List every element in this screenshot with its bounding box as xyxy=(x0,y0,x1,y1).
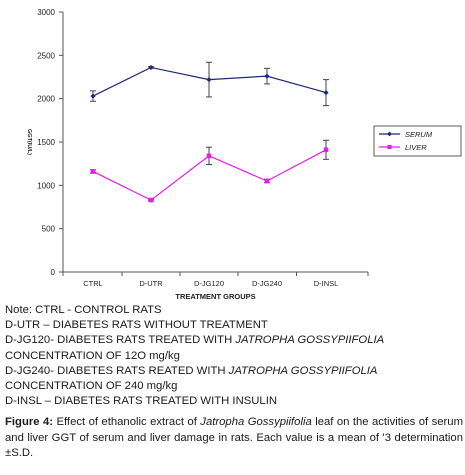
figure-label: Figure 4: xyxy=(5,416,54,429)
legend-label: LIVER xyxy=(405,143,427,152)
note-line: D-INSL – DIABETES RATS TREATED WITH INSU… xyxy=(5,395,278,408)
note-line-jg240: D-JG240- DIABETES RATS REATED WITH JATRO… xyxy=(5,364,463,379)
legend-box xyxy=(373,125,462,157)
data-point-liver xyxy=(264,178,270,184)
note-line-jg120: D-JG120- DIABETES RATS TREATED WITH JATR… xyxy=(5,333,463,348)
x-tick-label: CTRL xyxy=(83,279,103,288)
note-species: JATROPHA GOSSYPIIFOLIA xyxy=(235,334,385,347)
caption-text: Effect of ethanolic extract of xyxy=(53,416,201,429)
data-point-serum xyxy=(323,90,329,96)
line-chart: 0 500 1000 1500 2000 2500 3000 CTRL D-UTR D-JG120… xyxy=(26,8,462,300)
note-line: D-UTR – DIABETES RATS WITHOUT TREATMENT xyxy=(5,319,268,332)
y-tick-label: 1500 xyxy=(37,138,55,147)
note-text: D-JG120- DIABETES RATS TREATED WITH xyxy=(5,334,236,347)
note-species: JATROPHA GOSSYPIIFOLIA xyxy=(228,364,378,377)
y-tick-label: 2000 xyxy=(37,95,55,104)
legend-marker xyxy=(387,144,392,150)
note-line: Note: CTRL - CONTROL RATS xyxy=(5,304,162,316)
data-point-serum xyxy=(148,64,154,71)
figure: 0 500 1000 1500 2000 2500 3000 CTRL D-UTR D-JG120… xyxy=(26,8,462,300)
note-text: D-JG240- DIABETES RATS REATED WITH xyxy=(5,364,229,377)
y-tick-label: 1000 xyxy=(37,181,55,190)
y-tick-label: 3000 xyxy=(37,8,55,17)
caption-species: Jatropha Gossypiifolia xyxy=(200,416,312,429)
y-tick-label: 0 xyxy=(51,268,56,277)
x-tick-label: D-UTR xyxy=(139,279,163,288)
note-line: CONCENTRATION OF 12O mg/kg xyxy=(5,349,180,362)
legend-label: SERUM xyxy=(405,130,433,139)
data-point-serum xyxy=(264,73,270,79)
data-point-liver xyxy=(206,153,212,159)
caption-text: leaf on the activities of serum and live… xyxy=(5,416,463,460)
y-tick-label: 500 xyxy=(42,225,56,234)
figure-caption: Figure 4: Effect of ethanolic extract of… xyxy=(5,415,463,462)
x-tick-label: D-JG120 xyxy=(194,279,224,288)
data-point-liver xyxy=(323,147,329,153)
data-point-serum xyxy=(206,77,212,83)
note-line: CONCENTRATION OF 240 mg/kg xyxy=(5,380,178,393)
x-axis-title: TREATMENT GROUPS xyxy=(175,292,255,300)
legend-marker xyxy=(387,131,392,137)
data-point-liver xyxy=(148,197,154,203)
x-tick-label: D-JG240 xyxy=(252,279,282,288)
data-point-serum xyxy=(90,93,96,99)
x-tick-label: D-INSL xyxy=(314,279,339,288)
y-tick-label: 2500 xyxy=(37,51,55,60)
data-point-liver xyxy=(90,169,96,174)
caption-block: Note: CTRL - CONTROL RATS D-UTR – DIABET… xyxy=(5,303,463,462)
y-axis-title: GGT(IU/L) xyxy=(26,129,32,155)
